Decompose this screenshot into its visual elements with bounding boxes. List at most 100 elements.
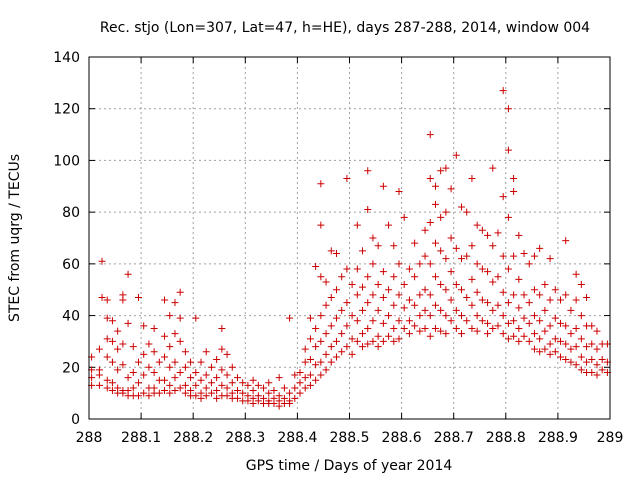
- data-point: [296, 389, 304, 397]
- data-point: [197, 358, 205, 366]
- data-point: [536, 335, 544, 343]
- data-point: [572, 296, 580, 304]
- data-point: [583, 343, 591, 351]
- data-point: [254, 381, 262, 389]
- data-point: [405, 296, 413, 304]
- data-point: [442, 255, 450, 263]
- data-point: [129, 368, 137, 376]
- data-point: [364, 167, 372, 175]
- data-point: [181, 363, 189, 371]
- data-point: [530, 252, 538, 260]
- data-point: [499, 288, 507, 296]
- data-point: [452, 151, 460, 159]
- data-point: [332, 353, 340, 361]
- x-tick-label: 289: [597, 430, 624, 446]
- data-point: [359, 283, 367, 291]
- data-point: [103, 335, 111, 343]
- data-point: [187, 358, 195, 366]
- data-point: [119, 296, 127, 304]
- data-point: [95, 345, 103, 353]
- grid: [89, 57, 610, 419]
- data-point: [577, 281, 585, 289]
- data-point: [525, 260, 533, 268]
- data-point: [400, 304, 408, 312]
- data-point: [327, 247, 335, 255]
- data-point: [593, 345, 601, 353]
- data-point: [192, 381, 200, 389]
- data-point: [171, 387, 179, 395]
- data-point: [426, 218, 434, 226]
- data-point: [249, 399, 257, 407]
- data-point: [171, 299, 179, 307]
- data-point: [400, 325, 408, 332]
- data-point: [327, 322, 335, 330]
- data-point: [463, 317, 471, 325]
- data-point: [275, 374, 283, 382]
- data-point: [494, 301, 502, 309]
- data-point: [426, 175, 434, 183]
- chart-title: Rec. stjo (Lon=307, Lat=47, h=HE), days …: [100, 20, 590, 36]
- data-point: [223, 350, 231, 358]
- data-point: [286, 399, 294, 407]
- data-point: [249, 387, 257, 395]
- data-point: [218, 325, 226, 332]
- data-point: [593, 371, 601, 379]
- data-point: [140, 371, 148, 379]
- data-point: [296, 379, 304, 387]
- data-point: [426, 312, 434, 320]
- data-point: [447, 185, 455, 193]
- data-point: [546, 255, 554, 263]
- data-point: [551, 286, 559, 294]
- data-point: [343, 175, 351, 183]
- data-point: [421, 325, 429, 332]
- data-point: [390, 337, 398, 345]
- data-point: [161, 332, 169, 340]
- y-tick-label: 60: [62, 257, 80, 273]
- data-point: [166, 381, 174, 389]
- data-point: [458, 255, 466, 263]
- data-point: [265, 379, 273, 387]
- data-point: [577, 366, 585, 374]
- data-point: [317, 371, 325, 379]
- data-point: [348, 281, 356, 289]
- data-point: [437, 213, 445, 221]
- axis-ticks: 288 288.1 288.2 288.3 288.4 288.5 288.6 288.7 28…: [53, 50, 623, 446]
- data-point: [437, 167, 445, 175]
- data-point: [588, 322, 596, 330]
- data-point: [202, 384, 210, 392]
- x-tick-label: 288.9: [538, 430, 578, 446]
- data-point: [150, 348, 158, 356]
- data-point: [442, 312, 450, 320]
- data-point: [551, 335, 559, 343]
- data-point: [546, 350, 554, 358]
- data-point: [379, 319, 387, 327]
- data-point: [332, 250, 340, 258]
- data-point: [207, 389, 215, 397]
- data-point: [541, 281, 549, 289]
- data-point: [468, 242, 476, 250]
- data-point: [359, 247, 367, 255]
- data-point: [374, 281, 382, 289]
- data-point: [145, 392, 153, 400]
- data-point: [332, 286, 340, 294]
- data-point: [322, 366, 330, 374]
- data-point: [437, 281, 445, 289]
- data-point: [306, 371, 314, 379]
- data-point: [338, 306, 346, 314]
- data-point: [510, 187, 518, 195]
- data-point: [525, 299, 533, 307]
- data-point: [530, 286, 538, 294]
- data-point: [301, 384, 309, 392]
- data-point: [390, 242, 398, 250]
- data-point: [364, 206, 372, 214]
- data-point: [494, 273, 502, 281]
- data-point: [306, 381, 314, 389]
- data-point: [395, 260, 403, 268]
- data-point: [218, 345, 226, 353]
- data-point: [583, 358, 591, 366]
- data-point: [317, 273, 325, 281]
- data-point: [416, 327, 424, 335]
- data-point: [478, 226, 486, 234]
- data-point: [431, 301, 439, 309]
- data-point: [416, 312, 424, 320]
